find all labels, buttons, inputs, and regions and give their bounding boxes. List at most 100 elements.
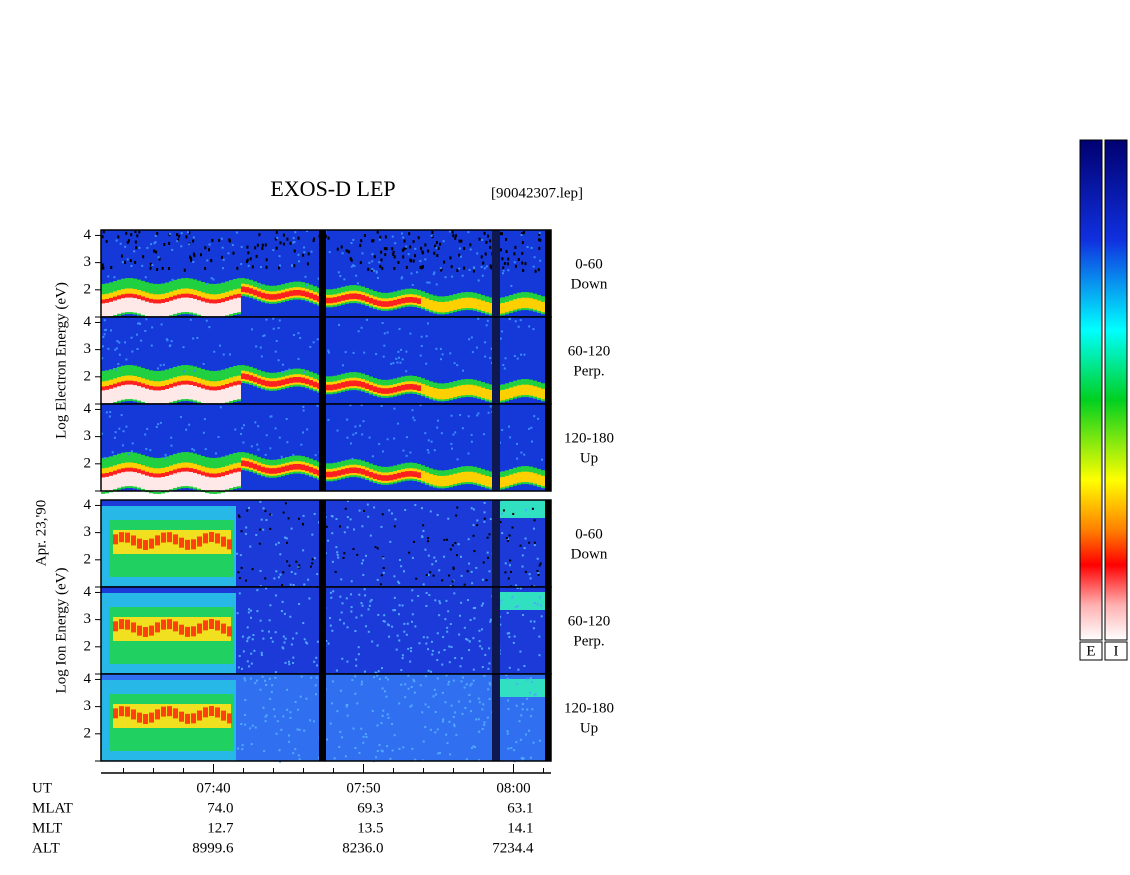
speckle: [481, 578, 484, 581]
speckle: [261, 675, 264, 678]
band: [349, 380, 353, 387]
band: [143, 626, 148, 637]
speckle: [149, 449, 152, 452]
speckle: [134, 240, 137, 244]
speckle: [228, 239, 231, 243]
band: [225, 387, 229, 403]
band: [181, 384, 185, 400]
speckle: [298, 758, 301, 761]
speckle: [355, 658, 358, 661]
speckle: [536, 557, 539, 560]
y-tick-label: 4: [84, 401, 92, 417]
speckle: [445, 674, 448, 677]
speckle: [483, 433, 486, 436]
speckle: [219, 344, 222, 347]
speckle: [171, 248, 174, 251]
band: [421, 470, 425, 482]
speckle: [454, 541, 457, 544]
band: [229, 386, 233, 402]
speckle: [528, 729, 531, 732]
speckle: [513, 635, 516, 638]
speckle: [239, 432, 242, 435]
speckle: [312, 341, 315, 344]
band: [437, 388, 441, 400]
speckle: [118, 427, 121, 430]
speckle: [255, 254, 258, 258]
speckle: [170, 340, 173, 343]
speckle: [302, 253, 305, 257]
band: [405, 471, 409, 477]
orbit-value: 7234.4: [492, 840, 534, 856]
speckle: [117, 235, 120, 239]
band: [167, 706, 172, 717]
speckle: [101, 345, 104, 348]
speckle: [218, 238, 221, 242]
speckle: [520, 756, 523, 759]
band: [289, 464, 293, 471]
speckle: [350, 610, 353, 613]
band: [145, 475, 149, 491]
band: [401, 297, 405, 304]
speckle: [455, 234, 458, 238]
speckle: [235, 231, 238, 234]
band: [269, 468, 273, 474]
speckle: [413, 419, 416, 422]
speckle: [475, 718, 478, 721]
band: [119, 706, 124, 717]
speckle: [486, 556, 489, 559]
y-tick-label: 2: [84, 551, 92, 567]
band: [179, 624, 184, 635]
speckle: [528, 325, 531, 328]
speckle: [278, 436, 281, 439]
band: [525, 471, 529, 483]
speckle: [482, 261, 485, 265]
speckle: [325, 738, 328, 741]
band: [481, 474, 485, 486]
speckle: [144, 433, 147, 436]
speckle: [331, 532, 334, 535]
speckle: [352, 351, 355, 354]
speckle: [371, 253, 374, 256]
band: [221, 536, 226, 547]
band: [381, 475, 385, 481]
speckle: [505, 250, 508, 254]
speckle: [458, 239, 461, 243]
band: [209, 303, 213, 318]
speckle: [376, 230, 379, 234]
speckle: [411, 409, 414, 412]
x-tick-label: 07:40: [196, 780, 230, 796]
speckle: [215, 452, 218, 455]
speckle: [469, 710, 472, 713]
speckle: [192, 337, 195, 340]
band: [141, 474, 145, 489]
speckle: [519, 587, 522, 590]
x-tick-label: 07:50: [346, 780, 380, 796]
speckle: [168, 241, 171, 245]
speckle: [344, 351, 347, 354]
speckle: [222, 267, 225, 270]
speckle: [270, 513, 273, 516]
band: [241, 460, 245, 467]
speckle: [521, 261, 524, 265]
speckle: [412, 416, 415, 419]
speckle: [310, 676, 313, 679]
speckle: [483, 511, 486, 514]
band: [121, 298, 125, 313]
speckle: [521, 232, 524, 236]
speckle: [138, 246, 141, 249]
speckle: [512, 512, 515, 515]
speckle: [354, 425, 357, 428]
speckle: [332, 590, 335, 593]
speckle: [357, 330, 360, 333]
speckle: [126, 240, 129, 244]
speckle: [532, 741, 535, 744]
speckle: [501, 272, 504, 275]
band: [205, 476, 209, 492]
band: [417, 385, 421, 391]
speckle: [340, 245, 343, 249]
speckle: [526, 697, 529, 700]
band: [505, 475, 509, 487]
speckle: [134, 260, 137, 264]
speckle: [125, 425, 128, 428]
speckle: [452, 566, 455, 569]
